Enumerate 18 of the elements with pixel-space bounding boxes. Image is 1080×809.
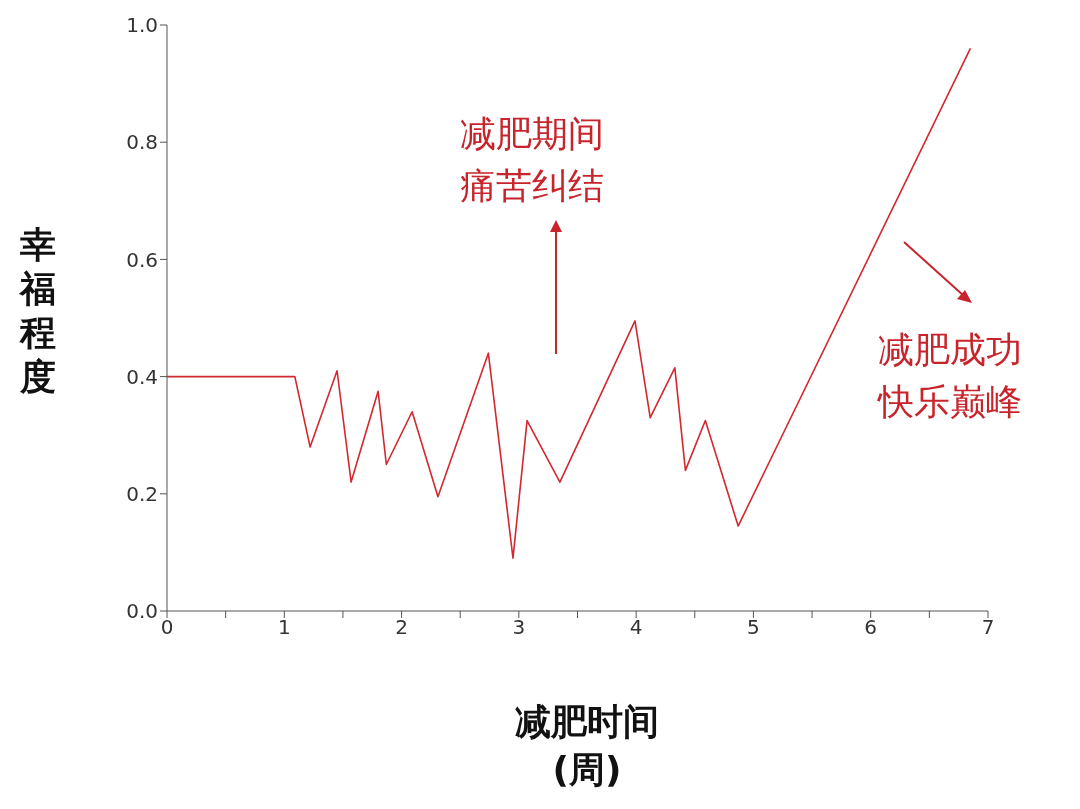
x-tick-label: 1 — [277, 615, 291, 640]
annotation: 减肥成功快乐巅峰 — [878, 328, 1023, 424]
x-tick-label: 4 — [629, 615, 643, 640]
y-axis-title: 幸福程度 — [18, 223, 57, 399]
x-tick-label: 6 — [864, 615, 878, 640]
y-tick-label: 0.6 — [126, 247, 158, 272]
x-tick-label: 5 — [747, 615, 760, 640]
x-axis-title: 减肥时间 (周) — [514, 700, 660, 792]
x-tick-label: 7 — [981, 615, 995, 640]
annotation: 减肥期间痛苦纠结 — [460, 112, 605, 208]
y-tick-label: 0.8 — [126, 130, 158, 155]
y-tick-label: 1.0 — [126, 13, 158, 38]
y-tick-label: 0.0 — [126, 599, 158, 624]
x-tick-label: 2 — [395, 615, 408, 640]
x-tick-label: 3 — [512, 615, 526, 640]
x-tick-label: 0 — [160, 615, 174, 640]
y-tick-label: 0.2 — [126, 481, 158, 506]
y-tick-label: 0.4 — [126, 364, 158, 389]
